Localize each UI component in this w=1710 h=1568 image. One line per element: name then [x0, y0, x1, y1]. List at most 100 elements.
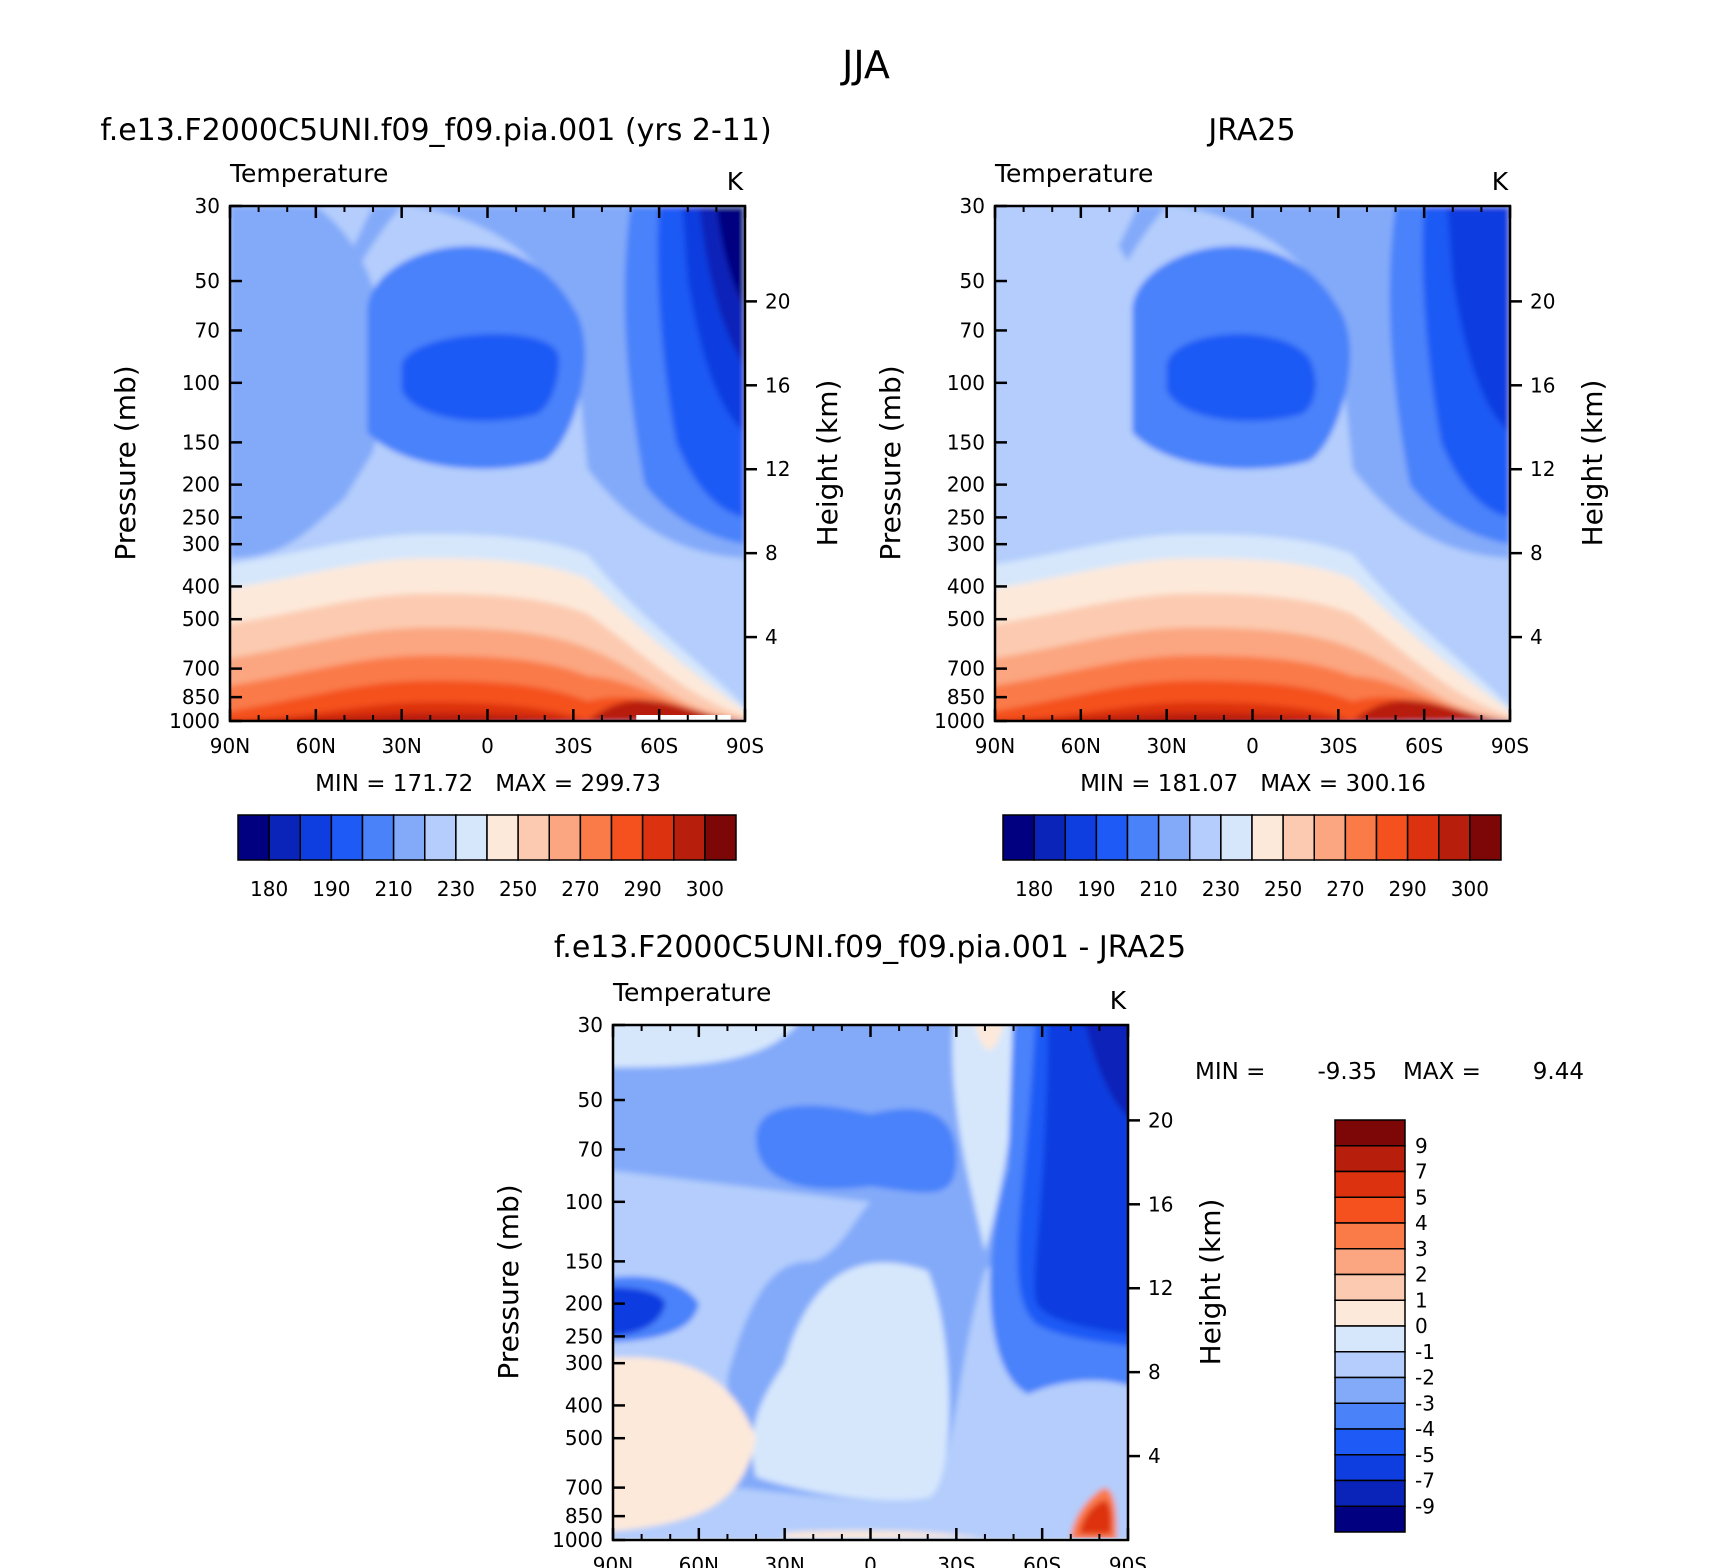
colorbar-swatch [641, 814, 675, 861]
colorbar-swatch [1095, 814, 1129, 861]
y2-tick-label: 12 [765, 457, 790, 481]
x-tick-label: 0 [864, 1553, 877, 1568]
panel-obs-field [995, 206, 1510, 721]
colorbar-label: 270 [561, 877, 599, 901]
contour-band [1085, 1025, 1128, 1117]
y2-tick-label: 20 [1148, 1108, 1173, 1132]
colorbar-label: 210 [1140, 877, 1178, 901]
colorbar-label: -3 [1415, 1391, 1435, 1415]
colorbar-swatch [1334, 1170, 1406, 1198]
x-tick-label: 30S [554, 734, 592, 758]
y-tick-label: 200 [182, 473, 220, 497]
colorbar-label: 300 [1451, 877, 1489, 901]
colorbar-swatch [1334, 1196, 1406, 1224]
y2-tick-label: 4 [1148, 1444, 1161, 1468]
colorbar-swatch [1334, 1505, 1406, 1533]
x-tick-label: 90N [975, 734, 1015, 758]
panel-obs: JRA25 Temperature K 90N 60N 30N 0 30S 60S 90S 3… [874, 113, 1609, 901]
contour-band [756, 1105, 957, 1193]
colorbar-swatch [1334, 1273, 1406, 1301]
colorbar-swatch [517, 814, 550, 861]
y-tick-label: 400 [947, 574, 985, 598]
x-tick-label: 0 [481, 734, 494, 758]
panel-model-ylabel: Pressure (mb) [109, 365, 142, 560]
contour-band [975, 1025, 1004, 1050]
x-tick-label: 60S [640, 734, 678, 758]
colorbar-label: 4 [1415, 1211, 1428, 1235]
y-tick-label: 1000 [169, 709, 220, 733]
colorbar-swatch [1334, 1299, 1406, 1327]
y-tick-label: 100 [947, 371, 985, 395]
panel-model-y2label: Height (km) [811, 380, 844, 547]
colorbar-label: 270 [1326, 877, 1364, 901]
panel-obs-units: K [1492, 167, 1509, 196]
y-tick-label: 30 [578, 1013, 603, 1037]
contour-band [401, 334, 560, 421]
y2-tick-label: 16 [765, 373, 790, 397]
panel-model: f.e13.F2000C5UNI.f09_f09.pia.001 (yrs 2-… [100, 113, 844, 901]
panel-obs-ylabel: Pressure (mb) [874, 365, 907, 560]
colorbar-swatch [1334, 1479, 1406, 1507]
x-tick-label: 0 [1246, 734, 1259, 758]
y2-tick-label: 20 [765, 289, 790, 313]
y-tick-label: 500 [947, 607, 985, 631]
x-tick-label: 60S [1023, 1553, 1061, 1568]
panel-obs-variable: Temperature [994, 159, 1153, 188]
colorbar-swatch [1126, 814, 1160, 861]
colorbar-label: 290 [624, 877, 662, 901]
y2-tick-label: 8 [1148, 1360, 1161, 1384]
colorbar-swatch [268, 814, 301, 861]
colorbar-swatch [1334, 1325, 1406, 1353]
y-tick-label: 1000 [552, 1528, 603, 1552]
contour-band [230, 206, 745, 559]
x-tick-label: 30N [1146, 734, 1186, 758]
colorbar-swatch [1334, 1222, 1406, 1250]
colorbar-swatch [1334, 1454, 1406, 1482]
contour-band [230, 206, 385, 559]
contour-band [752, 1262, 950, 1501]
colorbar-label: 230 [1202, 877, 1240, 901]
colorbar-label: -5 [1415, 1443, 1435, 1467]
y-tick-label: 30 [960, 194, 985, 218]
contour-band [1034, 1025, 1128, 1335]
y-tick-label: 100 [182, 371, 220, 395]
x-tick-label: 90N [593, 1553, 633, 1568]
panel-diff: f.e13.F2000C5UNI.f09_f09.pia.001 - JRA25… [492, 930, 1584, 1568]
colorbar-label: 1 [1415, 1288, 1428, 1312]
y-tick-label: 700 [565, 1476, 603, 1500]
panel-model-variable: Temperature [229, 159, 388, 188]
panel-diff-stats-max: 9.44 [1533, 1059, 1584, 1085]
y-tick-label: 200 [565, 1292, 603, 1316]
contour-band [995, 700, 1510, 721]
colorbar-swatch [1334, 1376, 1406, 1404]
contour-band [230, 700, 745, 721]
panel-diff-field [613, 1025, 1128, 1540]
x-tick-label: 90N [210, 734, 250, 758]
colorbar-label: 2 [1415, 1263, 1428, 1287]
colorbar-swatch [1189, 814, 1222, 861]
colorbar-swatch [1334, 1351, 1406, 1379]
figure-title: JJA [840, 43, 890, 87]
colorbar-label: 290 [1389, 877, 1427, 901]
colorbar-swatch [455, 814, 488, 861]
colorbar-label: -4 [1415, 1417, 1435, 1441]
panel-diff-stats-min-label: MIN = [1195, 1059, 1265, 1085]
y-tick-label: 850 [565, 1504, 603, 1528]
y2-tick-label: 16 [1530, 373, 1555, 397]
y-tick-label: 700 [182, 657, 220, 681]
colorbar-label: -2 [1415, 1366, 1435, 1390]
y-tick-label: 850 [182, 685, 220, 709]
colorbar-swatch [424, 814, 457, 861]
colorbar-label: 250 [1264, 877, 1302, 901]
y-tick-label: 150 [182, 430, 220, 454]
x-tick-label: 30S [937, 1553, 975, 1568]
colorbar-swatch [1282, 814, 1315, 861]
colorbar-swatch [1002, 814, 1035, 861]
panel-model-title: f.e13.F2000C5UNI.f09_f09.pia.001 (yrs 2-… [100, 113, 771, 148]
colorbar-label: 190 [312, 877, 350, 901]
colorbar-swatch [579, 814, 613, 861]
y-tick-label: 500 [182, 607, 220, 631]
contour-band [613, 1287, 666, 1336]
colorbar-swatch [237, 814, 270, 861]
x-tick-label: 90S [1109, 1553, 1147, 1568]
